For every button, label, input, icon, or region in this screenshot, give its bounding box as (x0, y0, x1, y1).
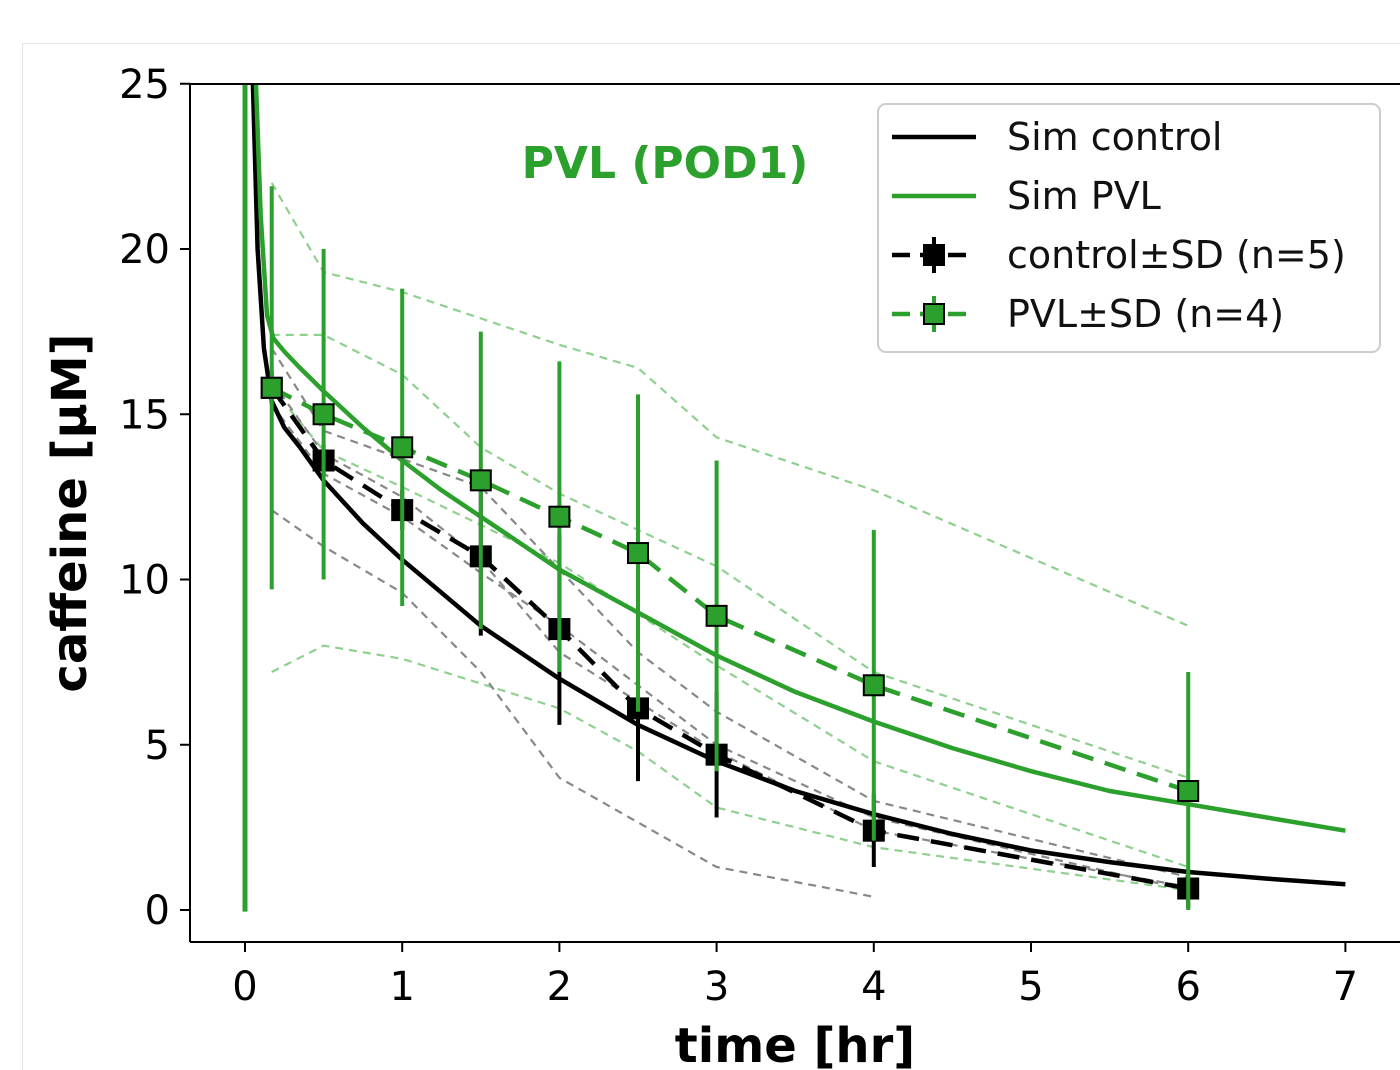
individual-trace-pvl-1 (270, 182, 1189, 627)
individual-trace-control-7 (270, 403, 1189, 892)
legend-entry-3: control±SD (n=5) (892, 233, 1346, 277)
legend-label-1: Sim control (1007, 115, 1223, 159)
individual-trace-pvl-3 (270, 387, 1189, 869)
legend-entry-1: Sim control (892, 115, 1223, 159)
pvl-marker-2 (312, 403, 335, 426)
pvl-marker-1 (260, 376, 283, 399)
control-mean-line (269, 386, 1189, 891)
pvl-marker-5 (548, 505, 571, 528)
legend-marker-3 (923, 244, 945, 266)
pvl-marker-6 (627, 542, 649, 565)
individual-trace-pvl-2 (271, 333, 1189, 779)
x-tick-label-2: 2 (547, 964, 572, 1010)
x-tick-label-7: 7 (1333, 964, 1358, 1010)
annotation-pvl-pod1: PVL (POD1) (522, 138, 809, 189)
pvl-series (260, 186, 1200, 910)
x-tick-label-4: 4 (861, 964, 886, 1010)
simulation-curves (242, 83, 1346, 912)
pvl-marker-9 (1177, 780, 1200, 803)
pvl-marker-3 (391, 436, 414, 459)
pvl-marker-7 (705, 604, 728, 627)
axes: 0 1 2 3 4 5 6 7 0 5 10 15 20 25 (119, 62, 1400, 1010)
y-tick-label-5: 5 (145, 723, 170, 769)
x-tick-label-6: 6 (1175, 964, 1200, 1010)
x-tick-label-5: 5 (1018, 964, 1043, 1010)
individual-trace-control-5 (270, 347, 1189, 879)
x-tick-label-1: 1 (389, 964, 414, 1010)
y-tick-label-15: 15 (119, 392, 170, 438)
sim-pvl-line (253, 83, 1346, 833)
x-tick-label-3: 3 (704, 964, 729, 1010)
y-tick-label-0: 0 (145, 888, 170, 934)
legend-entry-2: Sim PVL (892, 174, 1161, 218)
y-tick-label-10: 10 (119, 558, 170, 604)
y-axis-label: caffeine [µM] (42, 333, 98, 692)
legend-label-4: PVL±SD (n=4) (1007, 292, 1284, 336)
legend-entry-4: PVL±SD (n=4) (892, 292, 1284, 336)
individual-trace-pvl-4 (271, 644, 1189, 892)
pvl-marker-8 (862, 674, 885, 697)
mean-sd-series (260, 186, 1200, 910)
sim-control-line (250, 83, 1346, 887)
figure-frame (22, 43, 1400, 1070)
legend-marker-4 (923, 303, 945, 325)
x-axis-label: time [hr] (675, 1018, 915, 1070)
y-tick-label-25: 25 (119, 62, 170, 108)
individual-trace-control-8 (271, 509, 875, 898)
legend: Sim control Sim PVL control±SD (n=5) PVL±SD… (877, 103, 1381, 353)
legend-label-2: Sim PVL (1007, 174, 1161, 218)
y-tick-label-20: 20 (119, 227, 170, 273)
pvl-marker-4 (469, 469, 492, 492)
legend-label-3: control±SD (n=5) (1007, 233, 1346, 277)
legend-box (877, 103, 1381, 353)
x-tick-label-0: 0 (232, 964, 257, 1010)
